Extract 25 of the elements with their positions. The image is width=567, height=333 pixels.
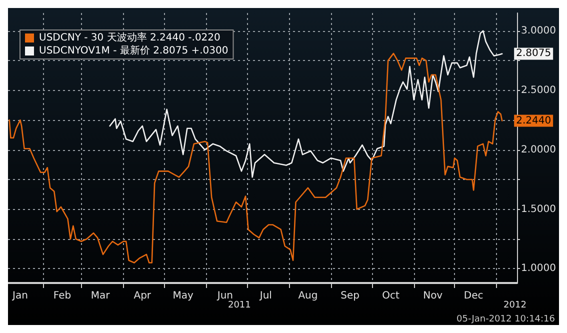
x-tick-label: Aug (298, 290, 318, 302)
x-tick-label: Apr (134, 290, 152, 302)
y-tick-label: 2.0000 (521, 144, 556, 156)
text: 05-Jan-2012 10:14:16 (456, 314, 556, 324)
text: 2011 (228, 300, 251, 310)
y-tick-label: 1.0000 (521, 263, 556, 274)
x-tick-label: Jan (12, 290, 28, 302)
data-label: 2.2440 (516, 115, 552, 126)
x-tick-label: Feb (53, 290, 72, 302)
x-tick-label: Dec (464, 290, 484, 302)
text: 2012 (504, 300, 526, 310)
x-tick-label: Sep (340, 290, 360, 302)
x-tick-label: Nov (423, 290, 443, 302)
data-label: 2.8075 (516, 48, 552, 60)
x-tick-label: Oct (382, 290, 400, 302)
x-tick-label: Jul (258, 290, 272, 302)
y-tick-label: 2.5000 (521, 84, 556, 96)
legend-label: USDCNY - 30 天波动率 2.2440 -.0220 (39, 32, 220, 44)
y-tick-label: 1.5000 (521, 204, 556, 215)
y-tick-label: 3.0000 (521, 25, 556, 36)
line-series (109, 30, 503, 178)
x-tick-label: Mar (90, 290, 111, 302)
legend-label: USDCNYOV1M - 最新价 2.8075 +.0300 (39, 44, 228, 56)
x-tick-label: Jun (216, 290, 233, 302)
x-tick-label: May (172, 290, 194, 302)
